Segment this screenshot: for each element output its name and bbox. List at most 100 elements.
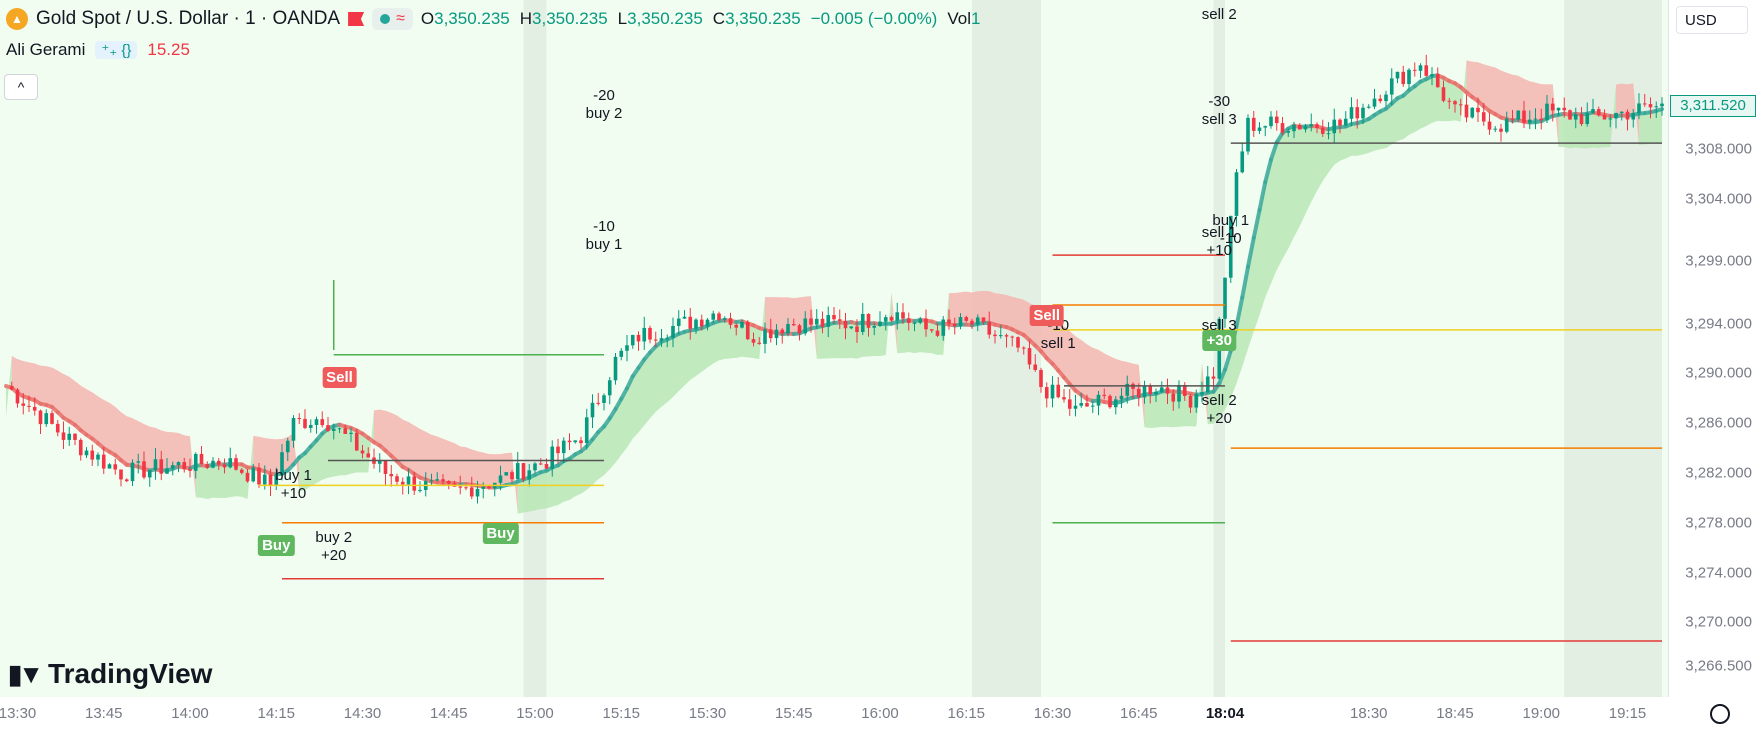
tradingview-mark-icon: ▮▼ [8, 658, 44, 689]
candle [441, 479, 445, 482]
collapse-legend-button[interactable]: ^ [4, 74, 38, 100]
candle [412, 476, 417, 491]
candle [1527, 119, 1532, 123]
candle [544, 464, 549, 469]
time-axis[interactable] [0, 697, 1668, 734]
candle [872, 325, 877, 328]
time-tick-label: 15:15 [602, 705, 641, 722]
candle [239, 469, 244, 473]
time-tick-label: 13:30 [0, 705, 37, 722]
candle [843, 320, 848, 329]
candle [901, 312, 905, 319]
candle [941, 319, 946, 336]
candle [671, 325, 675, 338]
currency-button[interactable]: USD [1676, 6, 1748, 34]
candle [889, 317, 894, 321]
candle [1522, 110, 1526, 123]
price-tick-label: 3,308.000 [1685, 140, 1752, 158]
candle [1395, 71, 1400, 79]
candle [1073, 405, 1078, 409]
symbol-title[interactable]: Gold Spot / U.S. Dollar · 1 · OANDA [36, 8, 341, 29]
candle [981, 317, 986, 323]
candle [1223, 277, 1227, 319]
candle [1274, 116, 1279, 124]
candle [929, 329, 934, 331]
candle [124, 479, 129, 482]
candle [1470, 107, 1475, 118]
candle [878, 321, 882, 326]
price-tick-label: 3,299.000 [1685, 252, 1752, 270]
candle [228, 458, 233, 468]
trend-line-segment [1240, 264, 1250, 300]
candle [1096, 394, 1101, 406]
candle [50, 413, 54, 424]
candle [44, 413, 49, 425]
candle [1033, 364, 1038, 370]
candle [1050, 384, 1055, 399]
candle [481, 486, 486, 489]
candle [814, 318, 819, 325]
indicator-settings-icon[interactable]: ⁺₊ {} [95, 41, 138, 59]
chart-pane[interactable] [0, 0, 1668, 697]
candle [274, 475, 279, 486]
candle [809, 318, 813, 325]
candle [469, 487, 474, 497]
time-tick-label: 16:00 [861, 705, 899, 722]
indicator-legend[interactable]: Ali Gerami ⁺₊ {} 15.25 [6, 40, 190, 60]
candle [1263, 126, 1268, 128]
candle [1303, 126, 1308, 130]
time-tick-label: 14:45 [429, 705, 468, 722]
candle [1545, 103, 1549, 121]
session-band [1564, 0, 1662, 697]
candle [1562, 107, 1567, 111]
market-status-pill[interactable]: ≈ [372, 8, 413, 30]
volume: Vol1 [947, 9, 981, 28]
candle [906, 318, 911, 323]
candle [797, 325, 802, 334]
candle [360, 450, 365, 454]
price-tick-label: 3,266.500 [1685, 657, 1752, 675]
trade-annotation: sell 2 +20 [1201, 392, 1237, 428]
candle [1039, 369, 1043, 388]
market-open-icon [380, 14, 391, 24]
candle [987, 322, 992, 335]
candle [1188, 395, 1193, 408]
candle [435, 479, 440, 481]
candle [1297, 124, 1302, 130]
candle [32, 406, 37, 411]
candle [395, 476, 399, 482]
candle [73, 433, 77, 440]
candle [1596, 109, 1601, 116]
settings-icon[interactable] [1710, 704, 1730, 724]
time-tick-label: 19:00 [1522, 705, 1561, 722]
candle [331, 428, 336, 431]
candle [579, 440, 583, 444]
candle [211, 460, 215, 468]
candle [1010, 336, 1015, 338]
price-tick-label: 3,282.000 [1685, 464, 1752, 482]
trend-line-segment [1223, 348, 1233, 372]
candle [786, 324, 790, 334]
candle [1269, 116, 1273, 127]
candle [1401, 71, 1406, 85]
candle [1407, 69, 1411, 85]
candle [820, 318, 825, 327]
candle [130, 462, 135, 482]
candle [1021, 347, 1026, 349]
candle [688, 316, 693, 329]
candle [521, 463, 526, 480]
candle [1320, 127, 1325, 134]
candle [15, 389, 20, 404]
candle [1119, 395, 1124, 400]
session-band [523, 0, 547, 697]
candle [665, 337, 670, 339]
signal-badge-sell: Sell [1029, 304, 1065, 326]
candle [527, 470, 532, 480]
candle [1631, 113, 1636, 120]
candle [458, 486, 463, 488]
trade-annotation: -30 sell 3 [1201, 93, 1237, 129]
candle [349, 432, 353, 434]
candle [1280, 123, 1285, 133]
candle [694, 319, 698, 329]
candle [947, 319, 951, 324]
